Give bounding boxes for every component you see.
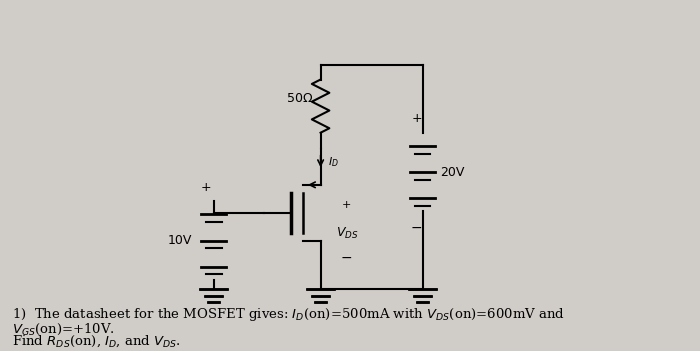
Text: +: + [342,200,351,210]
Text: $V_{DS}$: $V_{DS}$ [335,226,358,241]
Text: 1)  The datasheet for the MOSFET gives: $I_D$(on)=500mA with $V_{DS}$(on)=600mV : 1) The datasheet for the MOSFET gives: $… [12,306,565,323]
Text: $I_D$: $I_D$ [328,155,339,169]
Text: Find $R_{DS}$(on), $I_D$, and $V_{DS}$.: Find $R_{DS}$(on), $I_D$, and $V_{DS}$. [12,333,181,349]
Text: 20V: 20V [440,166,465,179]
Text: −: − [411,221,423,235]
Text: $V_{GS}$(on)=+10V.: $V_{GS}$(on)=+10V. [12,322,115,337]
Text: 10V: 10V [168,234,193,247]
Text: 50Ω: 50Ω [287,92,313,105]
Text: +: + [201,181,211,194]
Text: −: − [341,251,353,265]
Text: +: + [412,112,422,125]
